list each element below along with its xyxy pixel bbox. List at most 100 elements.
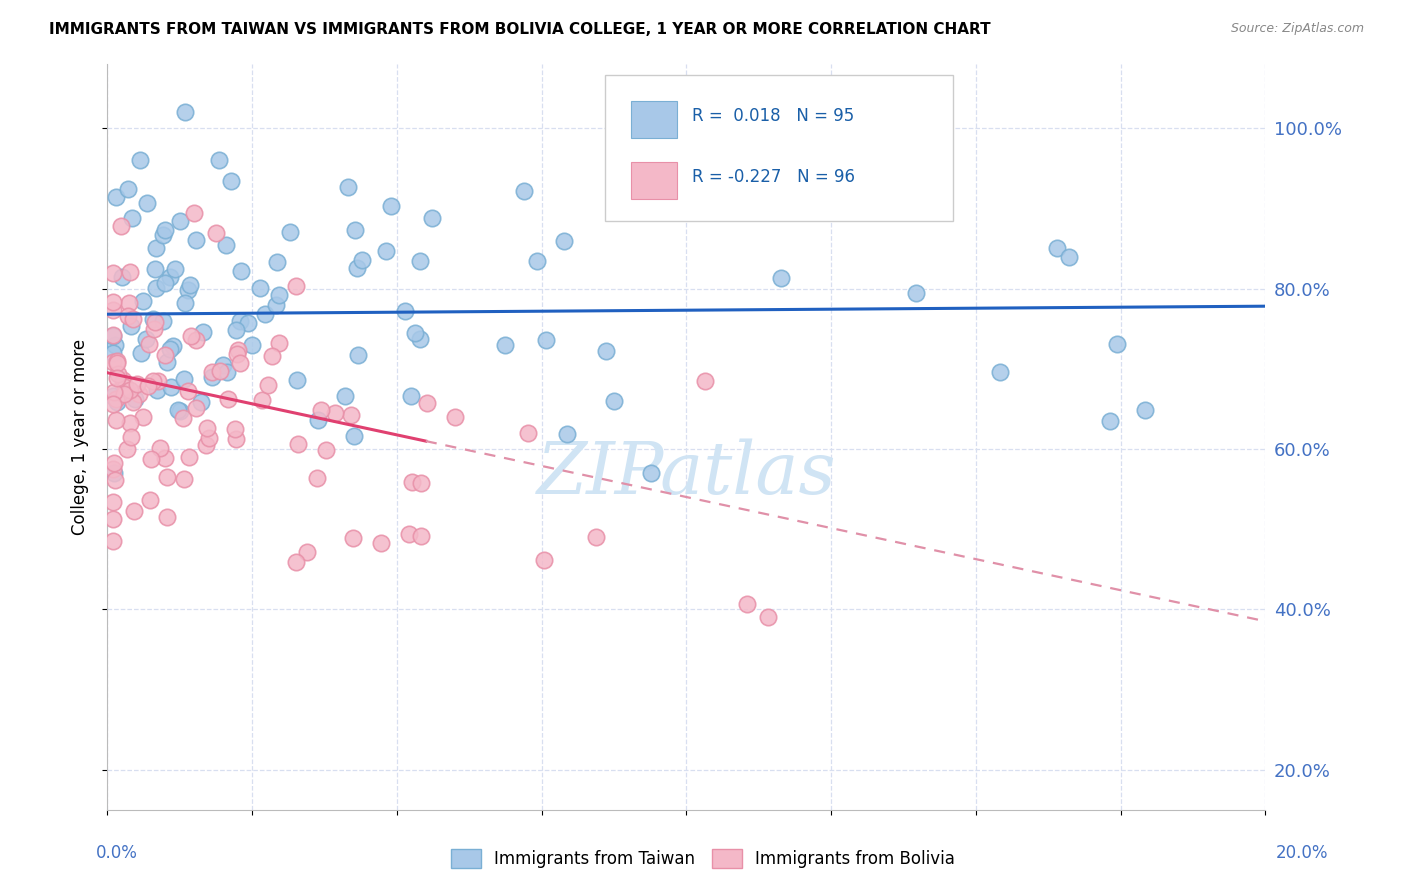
Point <box>198 431 221 445</box>
Bar <box>631 162 678 199</box>
Point <box>107 371 129 385</box>
Point <box>443 409 465 424</box>
Point <box>159 269 181 284</box>
Point <box>104 338 127 352</box>
Point <box>191 325 214 339</box>
Point <box>160 380 183 394</box>
Point <box>142 375 165 389</box>
Point <box>101 329 124 343</box>
Point <box>142 312 165 326</box>
Point <box>110 219 132 233</box>
Point <box>236 316 259 330</box>
Point <box>101 533 124 548</box>
Point <box>208 364 231 378</box>
Point <box>370 536 392 550</box>
Point <box>870 195 893 210</box>
Point <box>1057 250 1080 264</box>
Point <box>179 277 201 292</box>
Point <box>120 384 142 398</box>
Point <box>225 323 247 337</box>
Point <box>184 401 207 416</box>
Point <box>120 265 142 279</box>
Point <box>284 555 307 569</box>
Point <box>226 347 249 361</box>
Point <box>138 379 160 393</box>
Point <box>201 369 224 384</box>
Point <box>404 326 426 340</box>
Point <box>297 545 319 559</box>
Point <box>249 281 271 295</box>
Point <box>337 179 360 194</box>
Point <box>153 348 176 362</box>
Point <box>103 466 125 480</box>
Point <box>517 425 540 440</box>
Point <box>221 174 243 188</box>
Point <box>342 531 364 545</box>
Point <box>186 333 208 347</box>
Point <box>315 443 337 458</box>
Point <box>595 343 617 358</box>
Point <box>394 304 416 318</box>
Point <box>146 383 169 397</box>
Text: R =  0.018   N = 95: R = 0.018 N = 95 <box>692 106 855 125</box>
Point <box>105 392 128 406</box>
Point <box>1105 336 1128 351</box>
Point <box>398 526 420 541</box>
Point <box>104 473 127 487</box>
Point <box>285 372 308 386</box>
Point <box>101 512 124 526</box>
Point <box>352 253 374 268</box>
Text: Source: ZipAtlas.com: Source: ZipAtlas.com <box>1230 22 1364 36</box>
Point <box>180 328 202 343</box>
Point <box>169 214 191 228</box>
Point <box>411 476 433 491</box>
Point <box>343 223 366 237</box>
Point <box>526 253 548 268</box>
FancyBboxPatch shape <box>606 75 953 220</box>
Point <box>401 475 423 490</box>
Point <box>205 226 228 240</box>
Point <box>585 530 607 544</box>
Point <box>254 307 277 321</box>
Bar <box>631 101 678 138</box>
Point <box>1133 403 1156 417</box>
Point <box>415 395 437 409</box>
Point <box>135 332 157 346</box>
Point <box>135 195 157 210</box>
Point <box>287 437 309 451</box>
Point <box>114 380 136 394</box>
Point <box>215 237 238 252</box>
Point <box>105 394 128 409</box>
Point <box>266 255 288 269</box>
Point <box>129 345 152 359</box>
Text: 20.0%: 20.0% <box>1277 844 1329 862</box>
Point <box>101 389 124 403</box>
Point <box>101 303 124 318</box>
Point <box>112 387 135 401</box>
Point <box>104 412 127 426</box>
Point <box>278 226 301 240</box>
Point <box>399 389 422 403</box>
Point <box>309 402 332 417</box>
Point <box>640 466 662 480</box>
Point <box>305 471 328 485</box>
Point <box>172 410 194 425</box>
Point <box>267 287 290 301</box>
Point <box>1045 241 1067 255</box>
Point <box>105 356 128 370</box>
Point <box>115 442 138 456</box>
Point <box>494 338 516 352</box>
Point <box>211 358 233 372</box>
Point <box>229 314 252 328</box>
Point <box>173 372 195 386</box>
Point <box>155 223 177 237</box>
Point <box>120 430 142 444</box>
Point <box>173 105 195 120</box>
Point <box>693 374 716 388</box>
Point <box>120 319 142 334</box>
Point <box>323 406 346 420</box>
Point <box>124 392 146 406</box>
Point <box>240 337 263 351</box>
Point <box>231 263 253 277</box>
Point <box>194 438 217 452</box>
